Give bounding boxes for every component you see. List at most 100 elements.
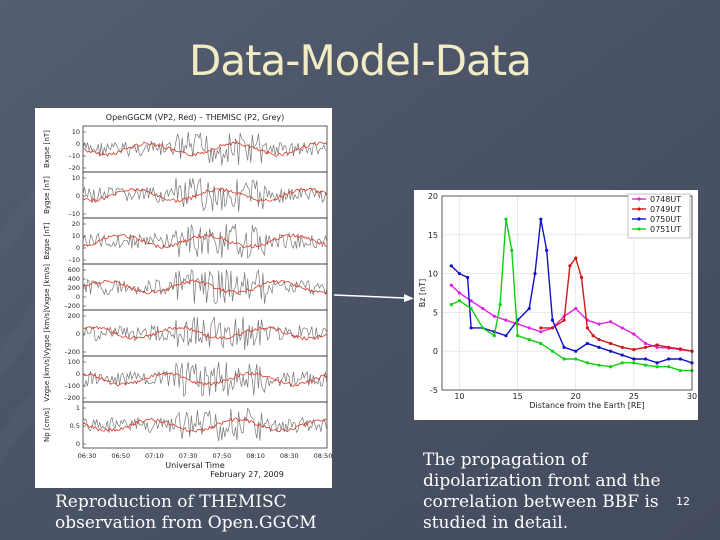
data-point [620,345,624,349]
plot-frame [441,195,693,391]
panel-tick-label: 0 [76,330,80,338]
data-point [539,341,543,346]
panel-0: Bxgse [nT] 10 0 –10 –20 [43,125,328,173]
data-point [527,306,531,311]
data-point [539,330,543,334]
data-point [609,341,613,346]
data-point [498,303,502,307]
panel-6: Np [cm/s] 1 0.5 0 [43,401,328,449]
data-point [539,326,543,330]
x-axis-label: Universal Time [165,461,225,470]
data-point [562,345,566,349]
data-point [469,306,473,311]
data-point [457,272,462,276]
model-trace [82,325,328,341]
panel-tick-label: 0 [76,140,80,148]
x-tick-label: 15 [512,392,522,401]
data-point [527,326,531,330]
data-point [457,299,462,303]
data-point [465,275,470,280]
data-point [481,326,485,330]
y-axis-label: Bz [nT] [418,279,427,307]
figure-header: OpenGGCM (VP2, Red) – THEMISC (P2, Grey) [106,113,284,122]
panel-axis-label: Bygse [nT] [43,176,51,214]
x-tick-label: 08:30 [280,452,299,460]
data-point [533,272,537,276]
data-point [574,349,578,353]
data-point [504,318,508,322]
x-tick-label: 10 [454,392,464,401]
data-point [457,291,462,295]
model-trace [82,279,328,295]
panel-tick-label: 100 [68,358,80,366]
data-point [449,264,453,268]
data-point [510,248,514,252]
x-tick-label: 08:50 [314,452,332,460]
panel-tick-label: 200 [68,312,80,320]
panel-tick-label: 0 [76,370,80,378]
data-point [678,347,682,351]
data-point [568,264,572,268]
panel-2: Bzgse [nT] 20 10 0 –10 [43,217,328,265]
panel-1: Bygse [nT] 10 0 –10 [43,171,328,219]
data-point [597,337,601,342]
model-trace [82,187,328,204]
arrow-icon [333,294,414,302]
y-tick-label: 0 [433,347,438,356]
data-point [620,326,624,330]
data-point [643,341,648,346]
data-point [620,361,624,365]
model-trace [82,141,328,158]
themis-data-trace [82,177,328,212]
panel-tick-label: –10 [68,210,80,218]
panel-frame [82,217,328,265]
data-point [655,345,659,349]
y-tick-label: 5 [433,308,438,317]
panel-tick-label: –200 [64,302,80,310]
data-point [597,345,601,349]
data-point [632,348,636,352]
data-point [609,365,613,369]
data-point [449,303,453,307]
data-point [632,332,636,336]
data-point [481,306,485,311]
data-point [597,363,601,367]
panel-frame [82,171,328,219]
series-line [540,256,693,352]
series-0749UT [539,256,694,353]
data-point [609,320,613,324]
data-point [655,361,659,365]
x-tick-label: 07:30 [179,452,198,460]
x-tick-label: 07:50 [212,452,231,460]
legend-label: 0749UT [650,205,681,214]
model-trace [82,233,327,249]
panel-tick-label: 10 [72,174,80,182]
right-caption: The propagation of dipolarization front … [423,450,661,533]
themis-data-trace [82,407,328,442]
data-point [550,326,555,330]
panel-tick-label: –10 [68,152,80,160]
data-point [632,357,636,361]
data-point [585,341,589,346]
left-caption: Reproduction of THEMISC observation from… [55,492,317,533]
data-point [449,283,453,287]
time-series-plot: OpenGGCM (VP2, Red) – THEMISC (P2, Grey)… [43,113,332,479]
model-trace [82,417,328,433]
x-tick-label: 25 [629,392,639,401]
panel-tick-label: 20 [72,220,80,228]
data-point [655,343,659,347]
themis-data-trace [82,268,328,305]
series-line [450,219,693,364]
y-tick-label: 10 [428,270,438,279]
series-0748UT [449,283,694,353]
panel-tick-label: 0 [76,192,80,200]
data-point [574,256,578,260]
data-point [550,349,555,353]
panel-tick-label: 0 [76,440,80,448]
panel-tick-label: 10 [72,128,80,136]
date-label: February 27, 2009 [210,470,284,479]
panel-5: Vzgse [km/s] 100 0 –100 –200 [43,355,328,403]
panel-tick-label: 10 [72,232,80,240]
panel-4: Vygse [km/s] 200 0 –200 [43,309,328,357]
data-point [492,314,496,318]
